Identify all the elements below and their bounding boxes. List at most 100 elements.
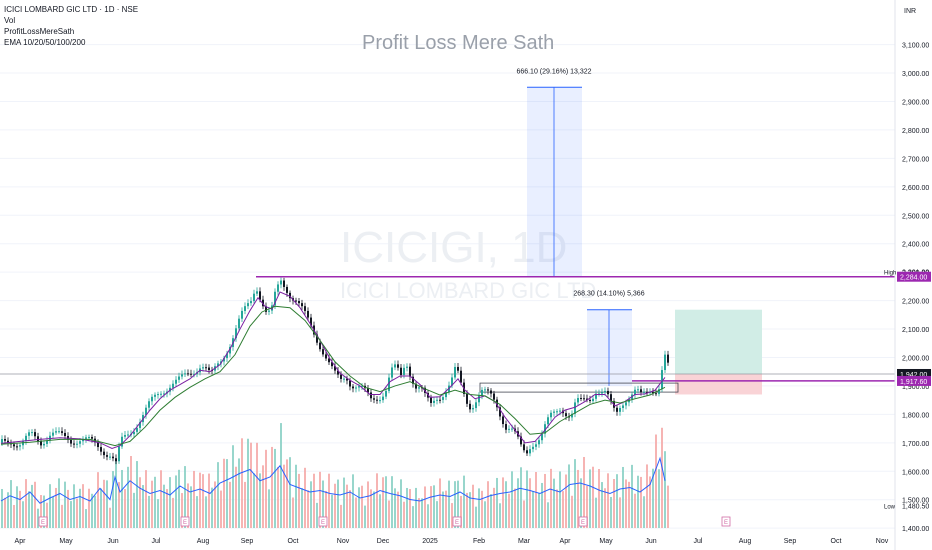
volume-bar xyxy=(625,479,627,528)
earnings-marker xyxy=(318,516,328,527)
volume-bar xyxy=(199,472,201,528)
candle-body xyxy=(202,367,204,369)
candle-body xyxy=(229,346,231,354)
candle-body xyxy=(34,432,36,437)
volume-bar xyxy=(259,473,261,528)
candle-body xyxy=(406,366,408,368)
candle-body xyxy=(604,390,606,393)
candle-body xyxy=(82,438,84,442)
candle-body xyxy=(148,401,150,408)
volume-bar xyxy=(658,469,660,528)
volume-bar xyxy=(40,495,42,528)
candle-body xyxy=(19,445,21,447)
candle-body xyxy=(103,451,105,456)
earnings-marker-label: E xyxy=(321,520,325,526)
x-tick-label: Aug xyxy=(739,538,752,545)
candle-body xyxy=(556,411,558,413)
volume-bar xyxy=(100,488,102,528)
candle-body xyxy=(481,389,483,396)
candle-body xyxy=(175,379,177,384)
candle-body xyxy=(415,383,417,389)
legend-symbol[interactable]: ICICI LOMBARD GIC LTD · 1D · NSE xyxy=(4,5,139,14)
candle-body xyxy=(151,396,153,402)
candle-body xyxy=(478,395,480,403)
candle-body xyxy=(634,389,636,395)
candle-body xyxy=(208,367,210,371)
candle-body xyxy=(598,393,600,395)
volume-bar xyxy=(67,489,69,528)
y-tick-label: 2,700.00 xyxy=(902,156,929,163)
volume-bar xyxy=(535,472,537,528)
volume-bar xyxy=(310,481,312,528)
volume-bar xyxy=(424,486,426,528)
candle-body xyxy=(7,440,9,443)
candle-body xyxy=(409,366,411,377)
candle-body xyxy=(511,428,513,430)
candle-body xyxy=(181,374,183,377)
background-ticker: ICICIGI, 1D xyxy=(340,223,567,272)
candle-body xyxy=(382,396,384,401)
volume-bar xyxy=(667,485,669,528)
volume-bar xyxy=(103,479,105,528)
x-tick-label: Sep xyxy=(784,538,797,545)
candle-body xyxy=(238,318,240,329)
candle-body xyxy=(643,391,645,393)
volume-bar xyxy=(637,475,639,528)
low-value: 1,480.50 xyxy=(902,503,929,510)
candle-body xyxy=(262,299,264,307)
candle-body xyxy=(553,411,555,413)
position-profit-zone xyxy=(675,309,762,374)
volume-bar xyxy=(178,469,180,528)
candle-body xyxy=(529,449,531,454)
volume-bar xyxy=(85,509,87,528)
volume-bar xyxy=(292,497,294,528)
legend-ema[interactable]: EMA 10/20/50/100/200 xyxy=(4,38,86,47)
candle-body xyxy=(304,306,306,311)
legend-volume[interactable]: Vol xyxy=(4,16,16,25)
volume-bar xyxy=(64,481,66,528)
candle-body xyxy=(61,431,63,433)
volume-bar xyxy=(133,492,135,528)
candle-body xyxy=(541,433,543,441)
volume-bar xyxy=(181,493,183,528)
candle-body xyxy=(637,389,639,391)
candle-body xyxy=(25,435,27,441)
volume-bar xyxy=(451,503,453,528)
volume-bar xyxy=(604,488,606,528)
watermark-text: Profit Loss Mere Sath xyxy=(362,32,555,54)
y-tick-label: 1,900.00 xyxy=(902,384,929,391)
volume-bar xyxy=(163,484,165,528)
candle-body xyxy=(445,391,447,398)
current-price-tag: 1,942.00 xyxy=(900,372,927,379)
volume-bar xyxy=(502,477,504,528)
candle-body xyxy=(616,407,618,412)
candle-body xyxy=(469,403,471,410)
volume-bar xyxy=(193,470,195,528)
candle-body xyxy=(13,444,15,447)
candle-body xyxy=(235,328,237,339)
ema-slow-line xyxy=(0,305,666,447)
volume-bar xyxy=(388,500,390,528)
candle-body xyxy=(544,424,546,434)
volume-bar xyxy=(109,507,111,528)
volume-bar xyxy=(82,484,84,528)
candle-body xyxy=(334,366,336,371)
candle-body xyxy=(259,291,261,300)
earnings-marker xyxy=(452,516,462,527)
legend-indicator[interactable]: ProfitLossMereSath xyxy=(4,27,75,36)
y-tick-label: 3,000.00 xyxy=(902,71,929,78)
volume-bar xyxy=(649,476,651,528)
volume-bar xyxy=(610,496,612,528)
volume-bar xyxy=(19,490,21,528)
volume-bar xyxy=(340,504,342,528)
candle-body xyxy=(373,398,375,400)
volume-bar xyxy=(274,448,276,528)
volume-bar xyxy=(250,442,252,528)
candle-body xyxy=(508,428,510,430)
volume-bar xyxy=(385,476,387,528)
volume-bar xyxy=(307,490,309,528)
volume-bar xyxy=(460,495,462,528)
candle-body xyxy=(307,310,309,318)
candle-body xyxy=(16,446,18,448)
